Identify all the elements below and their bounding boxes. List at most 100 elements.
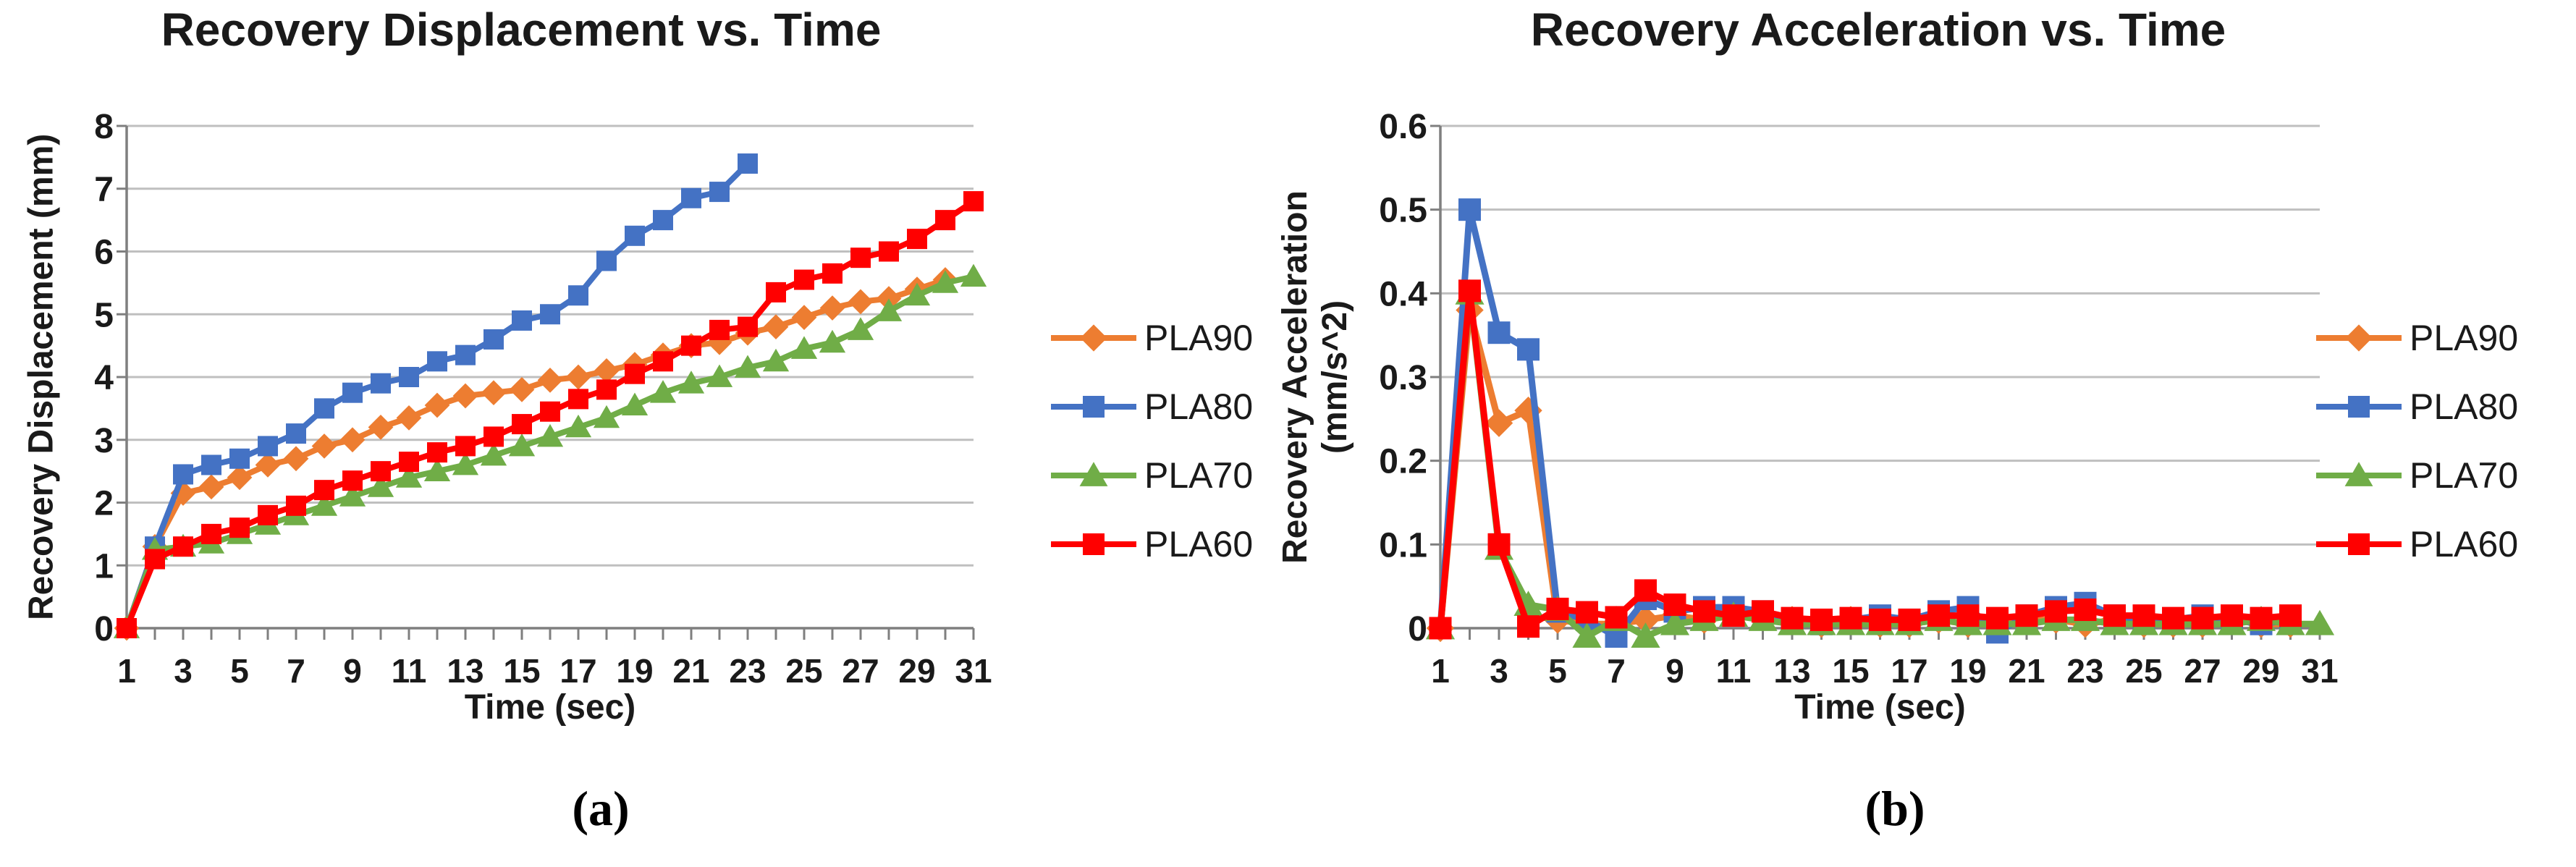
y-tick-label: 0 xyxy=(94,610,114,648)
series-PLA80-marker xyxy=(342,382,363,403)
series-PLA60-marker xyxy=(1634,579,1657,602)
series-PLA70-marker xyxy=(875,298,903,321)
series-PLA80-marker xyxy=(286,423,306,444)
series-PLA70-marker xyxy=(1572,622,1602,648)
y-tick-label: 5 xyxy=(94,296,114,334)
series-PLA70-marker xyxy=(536,423,564,447)
series-PLA60-marker xyxy=(2279,604,2302,627)
series-PLA90-marker xyxy=(481,380,507,406)
x-tick-label: 3 xyxy=(1490,652,1508,690)
y-tick-label: 0.1 xyxy=(1379,526,1427,564)
legend-label: PLA90 xyxy=(2410,318,2519,358)
series-PLA70-marker xyxy=(1660,609,1690,635)
series-PLA80-marker xyxy=(173,464,193,485)
legend-item-PLA90: PLA90 xyxy=(1050,316,1288,360)
x-tick-label: 31 xyxy=(955,652,992,690)
caption-a: (a) xyxy=(572,781,630,836)
x-tick-label: 17 xyxy=(559,652,596,690)
legend-item-PLA70: PLA70 xyxy=(2315,453,2554,498)
series-PLA90-marker xyxy=(791,305,817,330)
series-PLA60-chart-1 xyxy=(1429,279,2302,640)
series-PLA60-marker xyxy=(794,269,814,290)
x-tick-label: 1 xyxy=(117,652,136,690)
series-PLA60-marker xyxy=(173,536,193,557)
series-PLA80-marker xyxy=(653,210,673,231)
legend-item-PLA60: PLA60 xyxy=(2315,522,2554,567)
y-tick-label: 3 xyxy=(94,422,114,460)
series-PLA70-marker xyxy=(819,329,846,353)
series-PLA60-marker xyxy=(1927,604,1950,627)
series-PLA80-chart-1 xyxy=(1429,198,2302,648)
series-PLA70-marker xyxy=(960,263,987,287)
series-PLA80-marker xyxy=(427,351,447,372)
series-PLA60-marker xyxy=(512,414,532,435)
series-PLA70-marker xyxy=(593,405,620,428)
series-PLA80-marker xyxy=(258,436,278,457)
x-tick-label: 9 xyxy=(1665,652,1684,690)
series-PLA60-marker xyxy=(625,363,645,384)
series-PLA80-marker xyxy=(314,398,334,419)
series-PLA80-line xyxy=(1437,206,2294,640)
legend-marker-diamond-icon xyxy=(1051,324,1136,352)
series-PLA80-marker xyxy=(371,373,391,394)
series-PLA60-marker xyxy=(2162,606,2184,630)
series-PLA60-marker xyxy=(2074,599,2097,622)
series-PLA60-marker xyxy=(1576,601,1598,624)
x-tick-label: 7 xyxy=(1607,652,1626,690)
x-tick-label: 31 xyxy=(2301,652,2338,690)
legend-marker-square-icon xyxy=(1051,396,1136,418)
series-PLA90-marker xyxy=(368,415,394,440)
series-PLA60-marker xyxy=(1546,597,1569,620)
series-PLA60-marker xyxy=(907,229,927,250)
series-PLA90-marker xyxy=(706,329,732,355)
series-PLA80-marker xyxy=(540,304,560,325)
series-PLA60-marker xyxy=(2015,604,2038,627)
x-tick-label: 21 xyxy=(2008,652,2045,690)
series-PLA60-marker xyxy=(1839,606,1862,630)
series-PLA60-marker xyxy=(2250,606,2273,630)
x-tick-label: 11 xyxy=(392,652,427,690)
x-tick-label: 17 xyxy=(1891,652,1927,690)
series-PLA90-marker xyxy=(509,376,535,402)
chart-a-title: Recovery Displacement vs. Time xyxy=(161,4,882,56)
legend-marker xyxy=(2345,324,2373,352)
series-PLA70-marker xyxy=(932,270,959,293)
series-PLA70-marker xyxy=(508,433,536,457)
y-tick-label: 1 xyxy=(94,547,114,585)
series-PLA80-marker xyxy=(625,225,645,246)
x-tick-label: 21 xyxy=(672,652,709,690)
series-PLA60-marker xyxy=(1869,608,1891,631)
x-tick-label: 13 xyxy=(447,652,483,690)
series-PLA60-marker xyxy=(1693,600,1715,623)
legend-item-PLA60: PLA60 xyxy=(1050,522,1288,567)
series-PLA70-marker xyxy=(677,371,705,394)
series-PLA90-chart-0 xyxy=(114,267,958,641)
x-tick-label: 5 xyxy=(230,652,249,690)
series-PLA80-marker xyxy=(399,367,419,387)
x-tick-label: 23 xyxy=(729,652,766,690)
legend-marker xyxy=(2344,462,2373,486)
series-PLA90-marker xyxy=(848,289,874,315)
legend-label: PLA90 xyxy=(1144,318,1254,358)
series-PLA60-marker xyxy=(681,335,701,356)
chart-b-y-axis-title: Recovery Acceleration (mm/s^2) xyxy=(1276,190,1354,564)
legend-marker xyxy=(1083,396,1105,418)
chart-1-gridlines xyxy=(1440,124,2320,546)
y-tick-label: 0.6 xyxy=(1379,108,1427,146)
series-PLA70-marker xyxy=(565,414,592,438)
series-PLA70-line xyxy=(1437,289,2323,640)
series-PLA60-marker xyxy=(879,241,899,262)
legend-label: PLA80 xyxy=(1144,386,1254,427)
series-PLA60-marker xyxy=(1986,606,2009,630)
series-PLA90-marker xyxy=(537,367,563,393)
x-tick-label: 29 xyxy=(2242,652,2279,690)
series-PLA80-marker xyxy=(1517,338,1540,361)
series-PLA70-marker xyxy=(790,336,818,359)
legend-item-PLA80: PLA80 xyxy=(1050,384,1288,429)
series-PLA90-marker xyxy=(311,434,337,459)
x-tick-label: 15 xyxy=(1832,652,1869,690)
x-tick-label: 25 xyxy=(785,652,822,690)
series-PLA70-marker xyxy=(762,348,790,372)
series-PLA60-marker xyxy=(1898,608,1921,631)
series-PLA60-marker xyxy=(850,248,871,268)
